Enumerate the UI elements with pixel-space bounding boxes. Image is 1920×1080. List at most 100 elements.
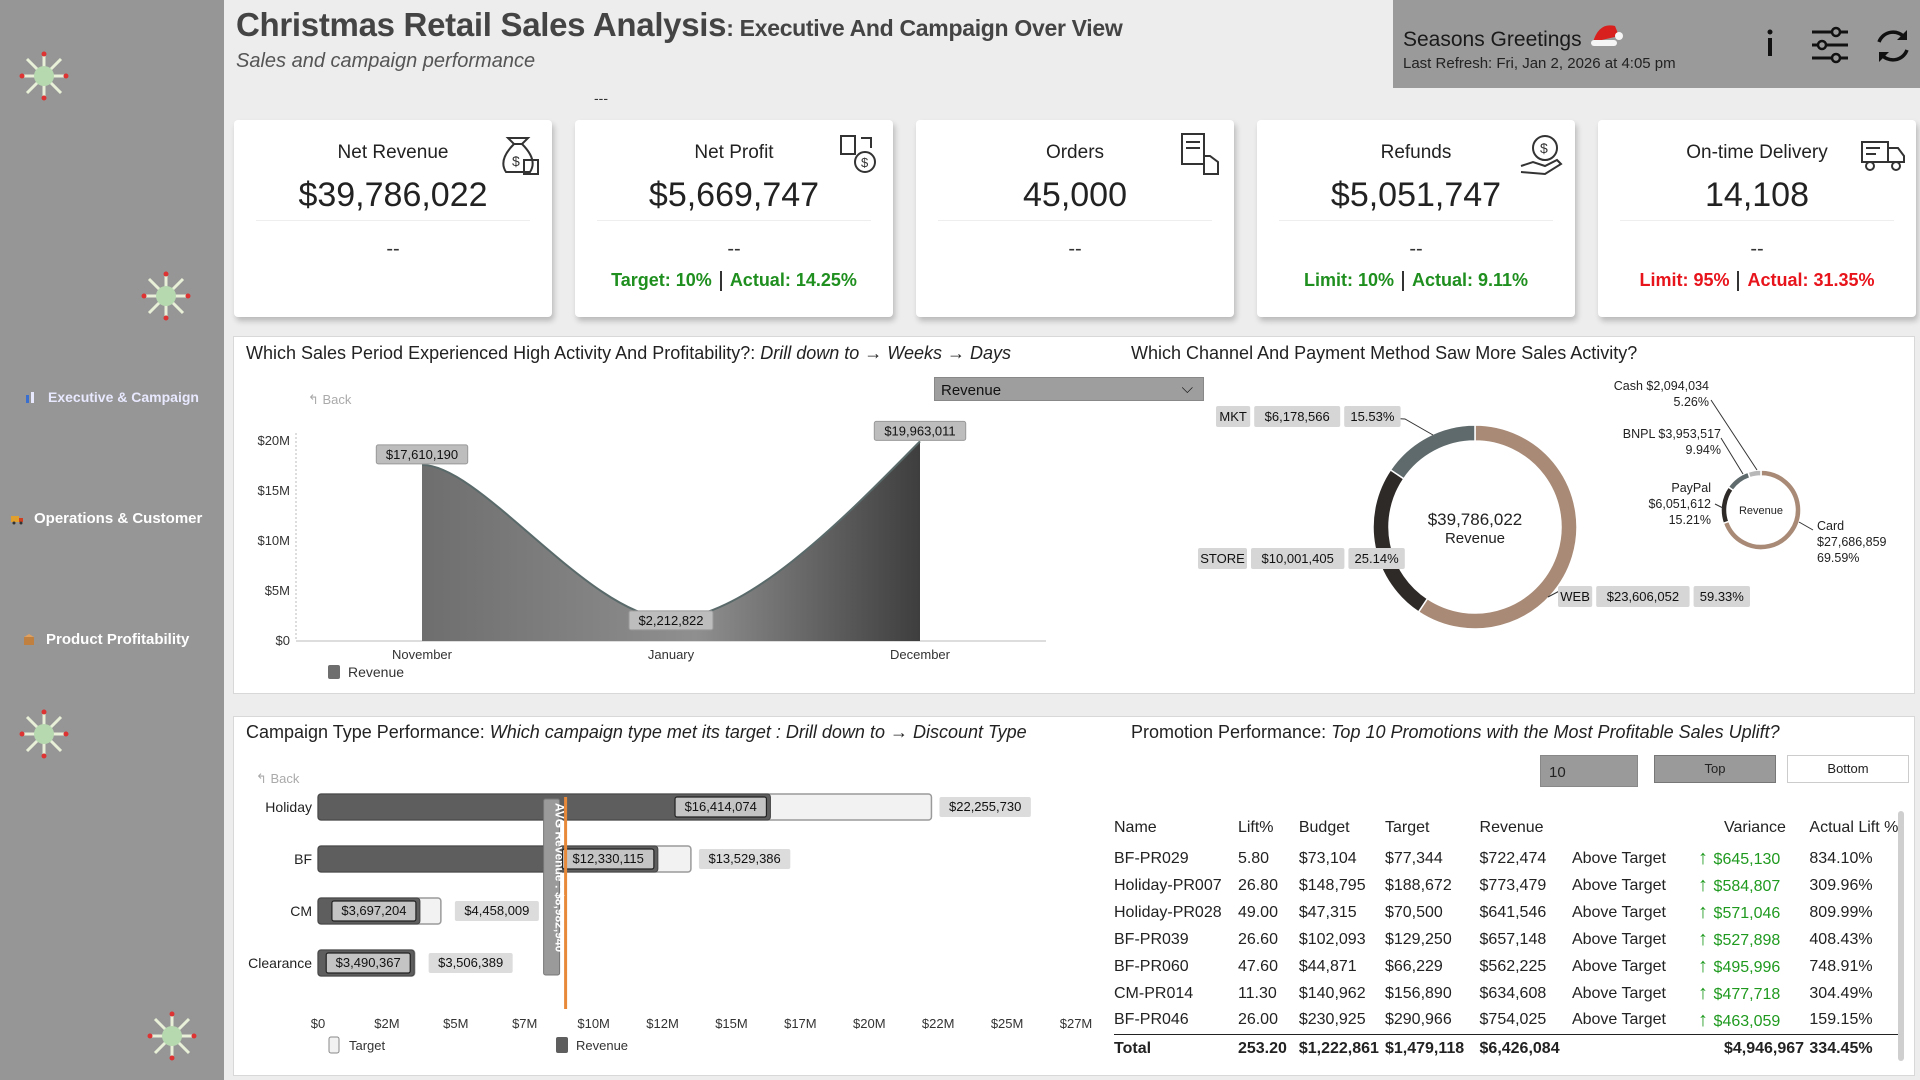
- slice-value: $23,606,052: [1607, 589, 1679, 604]
- x-tick-label: $7M: [512, 1016, 537, 1031]
- column-header[interactable]: Name: [1114, 819, 1157, 836]
- column-header[interactable]: [1572, 811, 1698, 845]
- nav-executive-campaign[interactable]: Executive & Campaign: [24, 389, 199, 405]
- slice-pct-bg: [1344, 406, 1401, 427]
- leader-line: [1710, 399, 1758, 471]
- slice-label: PayPal: [1671, 481, 1711, 495]
- refresh-icon[interactable]: [1873, 26, 1913, 66]
- table-row[interactable]: BF-PR046 26.00 $230,925 $290,966 $754,025 Abo…: [1114, 1007, 1904, 1034]
- table-row[interactable]: BF-PR029 5.80 $73,104 $77,344 $722,474 Above …: [1114, 845, 1904, 872]
- table-scrollbar[interactable]: [1898, 811, 1904, 1061]
- page-header: Christmas Retail Sales Analysis: Executi…: [236, 6, 1123, 73]
- bottom-button[interactable]: Bottom: [1787, 755, 1909, 783]
- y-tick-label: $0: [276, 633, 290, 648]
- measure-dropdown[interactable]: Revenue ⌵: [934, 377, 1204, 401]
- table-cell: 26.60: [1237, 930, 1278, 948]
- slice-value: $6,178,566: [1265, 409, 1330, 424]
- promotion-performance-title: Promotion Performance: Top 10 Promotions…: [1131, 722, 1780, 742]
- column-header[interactable]: Budget: [1298, 819, 1350, 836]
- avg-revenue-label: AVG Revenue : $8,982,940: [553, 803, 567, 953]
- svg-text:$: $: [512, 153, 520, 169]
- top-button[interactable]: Top: [1654, 755, 1776, 783]
- top-n-input[interactable]: 10: [1540, 755, 1638, 787]
- table-cell: $230,925: [1298, 1011, 1366, 1029]
- campaign-bar-chart: Holiday $16,414,074 $22,255,730 BF $12,330,1…: [248, 793, 1093, 1054]
- legend-label: Revenue: [576, 1038, 628, 1053]
- table-cell: $290,966: [1384, 1011, 1452, 1029]
- arrow-up-icon: ↑: [1697, 928, 1714, 950]
- slice-value-bg: [1251, 548, 1345, 569]
- kpi-limit: Limit: 10% Actual: 9.11%: [1303, 270, 1529, 292]
- table-cell: Above Target: [1571, 957, 1666, 975]
- variance-cell: ↑ $463,059: [1697, 1008, 1781, 1031]
- x-tick-label: $2M: [374, 1016, 399, 1031]
- column-header[interactable]: Lift%: [1237, 819, 1274, 836]
- table-cell: $47,315: [1298, 903, 1357, 921]
- info-icon[interactable]: [1763, 26, 1777, 60]
- slice-label: Card: [1817, 519, 1844, 533]
- table-row[interactable]: Holiday-PR028 49.00 $47,315 $70,500 $641,546…: [1114, 899, 1904, 926]
- arrow-up-icon: ↑: [1697, 1008, 1714, 1031]
- table-cell: 26.00: [1237, 1011, 1278, 1029]
- column-header[interactable]: Target: [1384, 819, 1430, 836]
- kpi-trend: --: [1409, 238, 1423, 260]
- column-header[interactable]: Actual Lift %: [1809, 819, 1899, 836]
- target-label-bg: [454, 901, 539, 921]
- slice-pct: 15.21%: [1669, 513, 1711, 527]
- kpi-value: $5,051,747: [1330, 176, 1502, 214]
- x-tick-label: January: [648, 647, 695, 662]
- table-cell: $77,344: [1384, 849, 1443, 867]
- back-button[interactable]: ↰ Back: [308, 392, 352, 407]
- slice-label: STORE: [1200, 551, 1245, 566]
- slice-value-bg: [1254, 406, 1341, 427]
- table-cell: BF-PR046: [1114, 1011, 1189, 1029]
- table-cell: Above Target: [1571, 849, 1666, 867]
- page-title: Christmas Retail Sales Analysis: Executi…: [236, 6, 1123, 43]
- column-header[interactable]: Revenue: [1479, 819, 1544, 836]
- y-tick-label: $20M: [257, 433, 290, 448]
- variance-cell: ↑ $495,996: [1697, 955, 1781, 977]
- kpi-card-orders: Orders 45,000 --: [916, 120, 1234, 317]
- legend-swatch-revenue: [556, 1037, 568, 1053]
- arrow-up-icon: ↑: [1697, 982, 1714, 1004]
- total-cell: Total: [1114, 1033, 1238, 1064]
- revenue-label: $12,330,115: [572, 851, 643, 866]
- table-cell: 26.80: [1237, 876, 1278, 894]
- greeting-title: Seasons Greetings: [1403, 20, 1624, 52]
- nav-operations-customer[interactable]: Operations & Customer: [10, 510, 202, 527]
- table-cell: 11.30: [1237, 984, 1277, 1002]
- slice-value: $10,001,405: [1262, 551, 1334, 566]
- slice-label: WEB: [1560, 589, 1590, 604]
- slice-value: $6,051,612: [1648, 497, 1711, 511]
- nav-product-profitability[interactable]: Product Profitability: [22, 631, 189, 648]
- table-row[interactable]: Holiday-PR007 26.80 $148,795 $188,672 $773,4…: [1114, 872, 1904, 899]
- back-button[interactable]: ↰ Back: [256, 771, 300, 786]
- arrow-up-icon: ↑: [1697, 847, 1714, 869]
- x-tick-label: $27M: [1060, 1016, 1093, 1031]
- variance-cell: ↑ $477,718: [1697, 982, 1781, 1004]
- slice-pct-bg: [1348, 548, 1405, 569]
- snowflake-icon: [19, 51, 69, 101]
- table-row[interactable]: CM-PR014 11.30 $140,962 $156,890 $634,608 Abo…: [1114, 980, 1904, 1007]
- kpi-card-net-profit: Net Profit $5,669,747 -- Target: 10% Actu…: [575, 120, 893, 317]
- table-cell: BF-PR060: [1114, 957, 1189, 975]
- filter-settings-icon[interactable]: [1810, 26, 1850, 64]
- table-row[interactable]: BF-PR060 47.60 $44,871 $66,229 $562,225 Above…: [1114, 953, 1904, 980]
- nav-label: Operations & Customer: [34, 510, 203, 527]
- box-icon: [24, 633, 34, 645]
- table-cell: 748.91%: [1809, 957, 1873, 975]
- table-row[interactable]: BF-PR039 26.60 $102,093 $129,250 $657,148 Abo…: [1114, 926, 1904, 953]
- kpi-trend: --: [1750, 238, 1764, 260]
- slice-pct: 15.53%: [1350, 409, 1395, 424]
- slice-pct-bg: [1693, 586, 1750, 607]
- x-tick-label: $20M: [853, 1016, 886, 1031]
- table-cell: BF-PR039: [1114, 930, 1189, 948]
- column-header[interactable]: Variance: [1723, 819, 1786, 836]
- data-label: $2,212,822: [638, 613, 703, 628]
- table-cell: $634,608: [1479, 984, 1547, 1002]
- kpi-label: Orders: [1045, 142, 1105, 163]
- donut-center-label: Revenue: [1739, 505, 1783, 517]
- kpi-trend: --: [727, 238, 741, 260]
- arrow-up-icon: ↑: [1697, 955, 1714, 977]
- snowflake-icon: [141, 271, 191, 321]
